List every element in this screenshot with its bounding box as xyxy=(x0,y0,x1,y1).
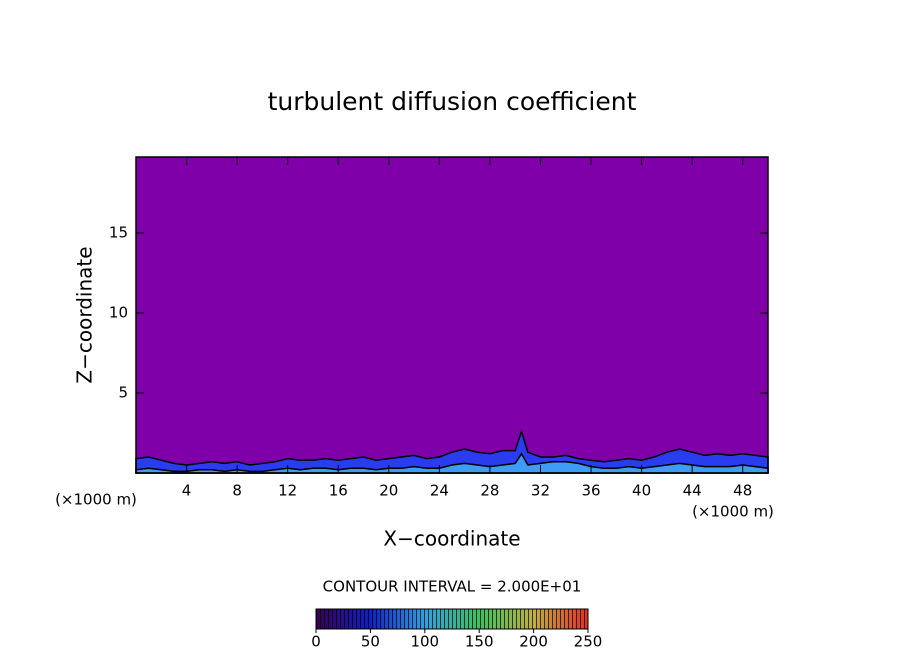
x-axis-label: X−coordinate xyxy=(383,527,520,551)
y-tick-label: 15 xyxy=(109,224,128,242)
colorbar-tick-label: 100 xyxy=(410,633,439,651)
colorbar-tick-label: 250 xyxy=(574,633,603,651)
plot-area xyxy=(135,156,769,474)
x-tick-label: 44 xyxy=(683,482,702,500)
colorbar-tick-label: 50 xyxy=(361,633,380,651)
background-field xyxy=(136,157,768,473)
y-tick-label: 10 xyxy=(109,304,128,322)
x-tick-label: 4 xyxy=(182,482,192,500)
plot-frame xyxy=(135,156,769,474)
x-tick-label: 16 xyxy=(329,482,348,500)
chart-title: turbulent diffusion coefficient xyxy=(268,87,637,116)
x-tick-label: 36 xyxy=(581,482,600,500)
x-tick-label: 40 xyxy=(632,482,651,500)
x-tick-label: 48 xyxy=(733,482,752,500)
x-tick-label: 8 xyxy=(232,482,242,500)
y-unit-label: (×1000 m) xyxy=(55,491,137,509)
x-tick-label: 12 xyxy=(278,482,297,500)
x-tick-label: 28 xyxy=(480,482,499,500)
contour-region xyxy=(135,428,769,474)
contour-interval: CONTOUR INTERVAL = 2.000E+01 xyxy=(323,578,582,596)
x-tick-label: 20 xyxy=(379,482,398,500)
y-tick-label: 5 xyxy=(118,384,128,402)
colorbar-tick-label: 0 xyxy=(311,633,321,651)
colorbar-tick-label: 200 xyxy=(519,633,548,651)
y-axis-label: Z−coordinate xyxy=(73,246,97,383)
x-tick-label: 24 xyxy=(430,482,449,500)
colorbar-tick-label: 150 xyxy=(465,633,494,651)
x-unit-label: (×1000 m) xyxy=(692,503,774,521)
colorbar-stripes xyxy=(316,609,588,629)
x-tick-label: 32 xyxy=(531,482,550,500)
